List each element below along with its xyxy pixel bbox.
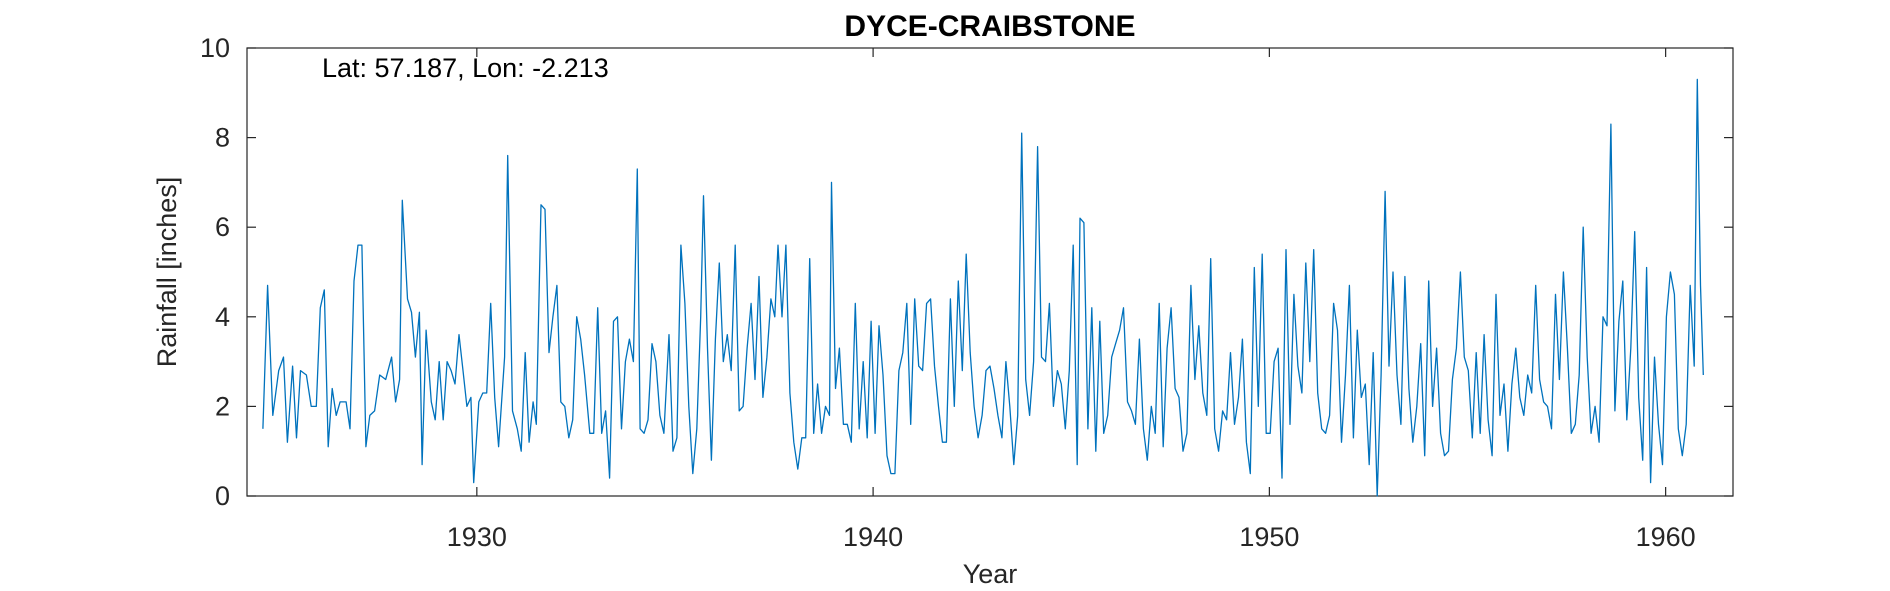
x-axis-label: Year	[963, 559, 1018, 589]
plot-area	[246, 47, 1734, 497]
rainfall-series-line	[262, 78, 1704, 497]
y-tick-label: 10	[200, 33, 230, 63]
y-axis: 0 2 4 6 8 10	[200, 33, 1733, 511]
y-tick-label: 4	[215, 302, 230, 332]
x-tick-label: 1950	[1239, 522, 1299, 552]
x-axis: 1930 1940 1950 1960	[447, 48, 1696, 552]
x-tick-label: 1940	[843, 522, 903, 552]
y-tick-label: 8	[215, 123, 230, 153]
x-tick-label: 1960	[1636, 522, 1696, 552]
y-tick-label: 6	[215, 212, 230, 242]
chart-title: DYCE-CRAIBSTONE	[844, 10, 1135, 43]
y-axis-label: Rainfall [inches]	[152, 177, 182, 368]
location-annotation: Lat: 57.187, Lon: -2.213	[322, 53, 609, 83]
y-tick-label: 2	[215, 391, 230, 421]
x-tick-label: 1930	[447, 522, 507, 552]
y-tick-label: 0	[215, 481, 230, 511]
